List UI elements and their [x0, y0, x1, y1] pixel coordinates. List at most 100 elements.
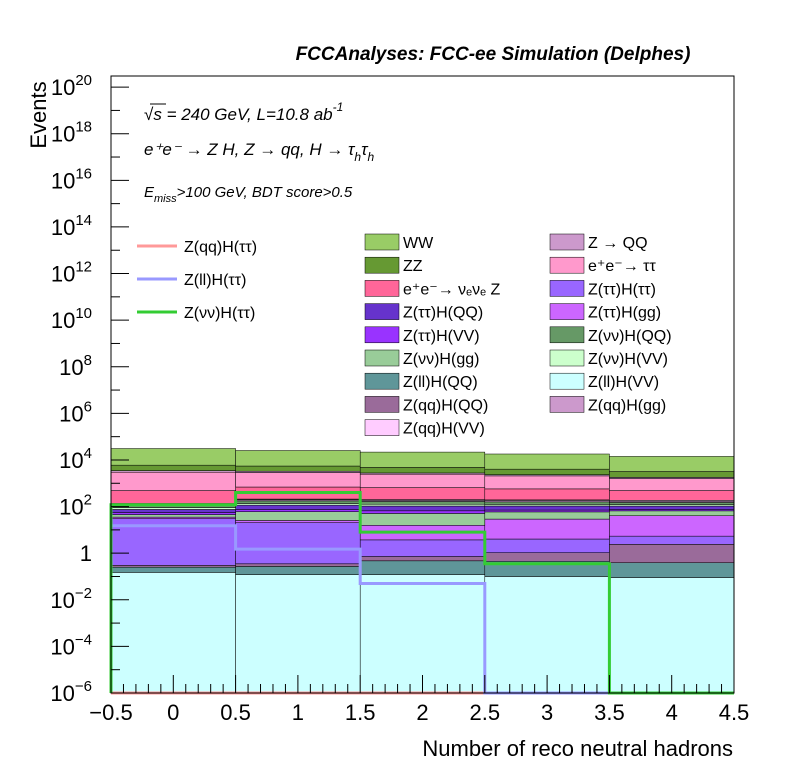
legend-swatch: [549, 372, 585, 390]
y-tick-base: 10: [50, 634, 74, 659]
bar-segment: [235, 450, 361, 467]
y-tick-base: 10: [51, 122, 75, 147]
legend-swatch: [549, 280, 585, 297]
x-tick-label: −0.5: [89, 700, 132, 725]
legend-label: Z(ττ)H(QQ): [403, 305, 483, 322]
bar-segment: [359, 510, 486, 514]
legend-label: Z → QQ: [588, 235, 648, 252]
y-tick-base: 10: [51, 262, 75, 287]
legend-backgrounds-col2: Z → QQ e⁺e⁻→ ττ Z(ττ)H(ττ) Z(ττ)H(gg) Z(νν)H…: [549, 233, 672, 414]
bar-segment: [110, 572, 236, 694]
y-tick-exponent: 2: [84, 492, 92, 509]
bar-segment: [484, 509, 610, 513]
annotation-process: e⁺e⁻ → Z H, Z → qq, H → τhτh: [144, 140, 374, 164]
legend-swatch: [549, 256, 585, 274]
legend-swatch: [549, 326, 585, 344]
bar-segment: [235, 522, 361, 565]
legend-label: Z(νν)H(QQ): [588, 328, 672, 345]
bar-segment: [484, 538, 610, 553]
y-tick-base: 10: [59, 355, 83, 380]
y-tick-base: 10: [59, 448, 83, 473]
legend-swatch: [364, 303, 400, 320]
bar-segment: [359, 556, 486, 562]
bar-segment: [609, 510, 735, 516]
bar-segment: [609, 456, 735, 472]
y-tick-base: 10: [51, 168, 75, 193]
legend-signal: Z(qq)H(ττ) Z(ll)H(ττ) Z(νν)H(ττ): [137, 239, 257, 322]
annotation-cuts-text: >100 GeV, BDT score>0.5: [177, 184, 353, 201]
legend-label: ZZ: [403, 258, 423, 275]
legend-label: WW: [403, 235, 434, 252]
legend-swatch: [364, 419, 400, 436]
bar-segment: [110, 512, 236, 515]
y-tick-exponent: 16: [75, 165, 92, 182]
bar-segment: [359, 487, 486, 500]
x-tick-label: 0: [167, 700, 179, 725]
y-tick-exponent: 8: [84, 352, 92, 369]
bar-segment: [110, 471, 236, 491]
annotation-process-tau: τ: [361, 140, 369, 159]
bar-segment: [609, 515, 735, 537]
bar-segment: [359, 501, 486, 505]
x-tick-label: 2: [416, 700, 428, 725]
y-tick-base: 10: [51, 215, 75, 240]
signal-line: [109, 491, 734, 695]
bar-segment: [609, 490, 735, 501]
y-tick-base: 10: [59, 401, 83, 426]
y-tick-exponent: 14: [75, 212, 92, 229]
bar-segment: [235, 520, 361, 523]
legend-label: Z(ττ)H(gg): [588, 305, 661, 322]
legend-label: Z(qq)H(VV): [403, 421, 485, 438]
bar-segment: [359, 539, 486, 557]
y-tick-exponent: 6: [84, 398, 92, 415]
y-tick-exponent: 12: [75, 259, 92, 276]
bar-segment: [359, 574, 486, 694]
bar-segment: [110, 565, 236, 568]
y-tick-label: 102: [59, 492, 92, 520]
y-tick-exponent: 4: [84, 445, 92, 462]
bar-segment: [359, 473, 486, 488]
annotation-cuts: Emiss>100 GeV, BDT score>0.5: [144, 184, 353, 205]
x-tick-label: 4: [666, 700, 678, 725]
legend-label: Z(qq)H(QQ): [403, 397, 488, 414]
bar-segment: [235, 472, 361, 488]
y-tick-label: 1010: [51, 305, 92, 333]
annotation-process-text: e⁺e⁻ → Z H, Z → qq, H → τ: [144, 140, 356, 159]
chart-title: FCCAnalyses: FCC-ee Simulation (Delphes): [296, 44, 691, 65]
bar-segment: [359, 505, 486, 512]
y-tick-base: 10: [50, 588, 74, 613]
legend-label: e⁺e⁻→ νₑνₑ Z: [403, 281, 500, 298]
legend-swatch: [364, 233, 400, 251]
bar-segment: [484, 505, 610, 511]
x-tick-label: 0.5: [220, 700, 251, 725]
legend-swatch: [364, 349, 400, 367]
y-tick-label: 1012: [51, 259, 92, 287]
y-tick-label: 1018: [51, 119, 92, 147]
bar-segment: [484, 488, 610, 501]
x-tick-label: 2.5: [470, 700, 501, 725]
y-tick-exponent: 10: [75, 305, 92, 322]
bar-segment: [359, 451, 486, 468]
x-axis-label: Number of reco neutral hadrons: [422, 736, 733, 761]
y-tick-label: 1: [80, 541, 92, 566]
bar-segment: [110, 490, 236, 504]
bar-segment: [235, 574, 361, 694]
bar-segment: [484, 552, 610, 562]
bar-segment: [359, 560, 486, 575]
x-tick-label: 3: [541, 700, 553, 725]
y-tick-exponent: −4: [75, 631, 92, 648]
annotation-sqrt-s: √s: [144, 105, 162, 124]
bar-segment: [609, 535, 735, 545]
bar-segment: [609, 544, 735, 563]
bar-segment: [609, 505, 735, 510]
legend-swatch: [549, 349, 585, 367]
x-axis: −0.5 0 0.5 1 1.5 2 2.5 3 3.5 4 4.5: [89, 675, 749, 725]
legend-signal-label: Z(νν)H(ττ): [184, 305, 255, 322]
y-tick-label: 104: [59, 445, 92, 473]
y-tick-base: 10: [51, 75, 75, 100]
y-tick-base: 10: [50, 681, 74, 706]
bar-segment: [609, 478, 735, 491]
y-tick-label: 106: [59, 398, 92, 426]
bar-segment: [484, 511, 610, 520]
